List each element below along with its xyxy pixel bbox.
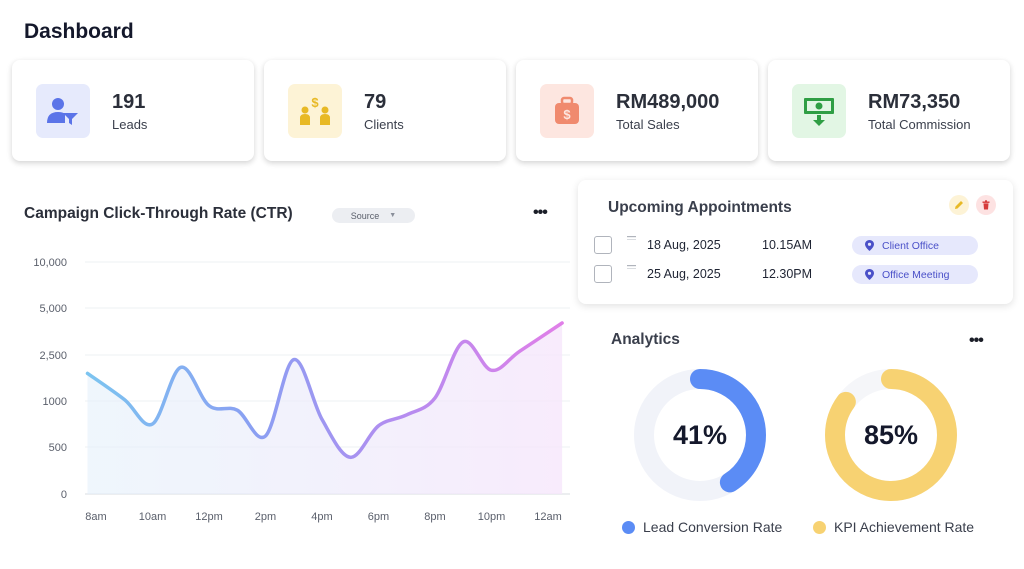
more-dots-icon[interactable]: ••• — [533, 204, 548, 221]
location-pin-icon — [865, 269, 874, 280]
x-tick-label: 12am — [534, 511, 562, 523]
ctr-chart-title: Campaign Click-Through Rate (CTR) — [24, 205, 293, 222]
page-title: Dashboard — [24, 20, 134, 43]
stat-card-leads[interactable]: 191 Leads — [12, 60, 254, 161]
stat-value: RM489,000 — [616, 90, 720, 113]
svg-text:$: $ — [563, 107, 571, 122]
donut-chart — [825, 369, 957, 501]
y-tick-label: 10,000 — [33, 257, 67, 269]
appointment-time: 12.30PM — [762, 267, 813, 281]
y-tick-label: 5,000 — [39, 303, 67, 315]
ctr-chart-svg: 0 500 1000 2,500 5,000 10,000 8am 10am 12pm 2pm 4… — [33, 257, 570, 523]
stat-card-total-commission[interactable]: RM73,350 Total Commission — [768, 60, 1010, 161]
calendar-icon — [627, 265, 636, 269]
stat-label: Leads — [112, 116, 148, 132]
svg-text:$: $ — [311, 95, 319, 110]
calendar-icon — [627, 236, 636, 240]
appointment-checkbox[interactable] — [594, 236, 612, 254]
stat-value: 191 — [112, 90, 146, 113]
x-tick-label: 10pm — [478, 511, 506, 523]
appointment-location: Client Office — [882, 239, 939, 252]
stat-value: 79 — [364, 90, 387, 113]
legend-lead-conversion: Lead Conversion Rate — [622, 519, 782, 535]
x-tick-label: 4pm — [311, 511, 332, 523]
donut-arc — [825, 369, 957, 501]
stat-label: Total Sales — [616, 116, 680, 132]
pencil-icon[interactable] — [949, 195, 969, 215]
lead-conversion-donut: 41% — [633, 368, 767, 502]
source-dropdown[interactable]: Source ▼ — [332, 208, 415, 223]
ctr-area-fill — [87, 323, 563, 494]
ctr-line-chart: 0 500 1000 2,500 5,000 10,000 8am 10am 12pm 2pm 4… — [20, 245, 580, 535]
money-bag-icon: $ — [540, 83, 594, 138]
x-tick-label: 10am — [139, 511, 167, 523]
legend-label: KPI Achievement Rate — [834, 519, 975, 535]
stat-label: Clients — [364, 116, 404, 132]
y-tick-label: 2,500 — [39, 350, 67, 362]
cash-download-icon — [792, 83, 846, 138]
x-tick-label: 6pm — [368, 511, 389, 523]
appointment-date: 25 Aug, 2025 — [647, 267, 721, 281]
x-tick-label: 8pm — [424, 511, 445, 523]
appointments-title: Upcoming Appointments — [608, 199, 792, 216]
stat-label: Total Commission — [868, 116, 971, 132]
appointment-location-badge: Client Office — [852, 236, 978, 255]
legend-kpi-achievement: KPI Achievement Rate — [813, 519, 974, 535]
y-tick-label: 1000 — [43, 396, 67, 408]
analytics-title: Analytics — [611, 331, 680, 348]
appointment-row: 18 Aug, 2025 10.15AM Client Office — [594, 236, 994, 256]
y-tick-label: 0 — [61, 489, 67, 501]
x-tick-label: 2pm — [255, 511, 276, 523]
user-filter-icon — [36, 83, 90, 138]
donut-arc — [634, 369, 766, 501]
appointment-checkbox[interactable] — [594, 265, 612, 283]
donut-percent-label: 41% — [672, 419, 728, 450]
legend-dot — [813, 520, 826, 534]
stat-card-clients[interactable]: $ 79 Clients — [264, 60, 506, 161]
appointment-location: Office Meeting — [882, 268, 950, 281]
people-money-icon: $ — [288, 83, 342, 138]
legend-dot — [622, 520, 635, 534]
location-pin-icon — [865, 240, 874, 251]
trash-icon[interactable] — [976, 195, 996, 215]
x-tick-label: 8am — [85, 511, 106, 523]
appointment-date: 18 Aug, 2025 — [647, 238, 721, 252]
source-dropdown-label: Source — [350, 210, 380, 221]
ctr-series-line — [85, 321, 564, 460]
stat-value: RM73,350 — [868, 90, 961, 113]
y-tick-label: 500 — [49, 442, 67, 454]
appointment-row: 25 Aug, 2025 12.30PM Office Meeting — [594, 265, 994, 285]
donut-chart — [634, 369, 766, 501]
legend-label: Lead Conversion Rate — [643, 519, 783, 535]
more-dots-icon[interactable]: ••• — [969, 332, 984, 349]
appointment-location-badge: Office Meeting — [852, 265, 978, 284]
kpi-achievement-donut: 85% — [824, 368, 958, 502]
x-tick-label: 12pm — [195, 511, 223, 523]
upcoming-appointments-card: Upcoming Appointments 18 Aug, 2025 10.15… — [578, 180, 1013, 304]
donut-percent-label: 85% — [863, 419, 919, 450]
stat-card-total-sales[interactable]: $ RM489,000 Total Sales — [516, 60, 758, 161]
chevron-down-icon: ▼ — [389, 212, 397, 219]
appointment-time: 10.15AM — [762, 238, 813, 252]
